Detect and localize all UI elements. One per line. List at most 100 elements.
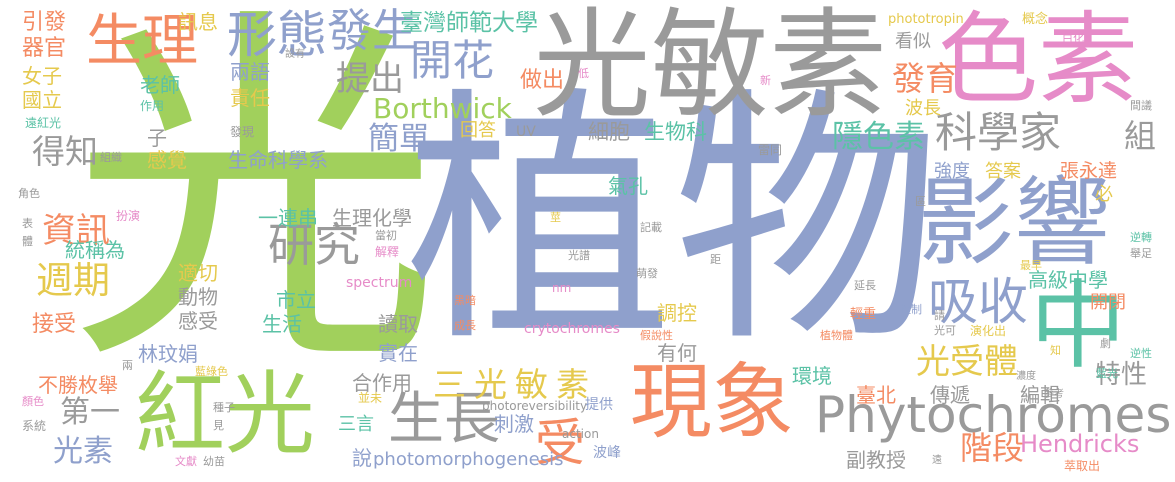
word-xishou: 吸收 <box>928 273 1028 331</box>
word-kongzhi: 控制 <box>900 303 922 316</box>
word-fasheng: 發生 <box>327 4 418 57</box>
word-tongchengwei: 統稱為 <box>65 238 125 262</box>
word-huanjing: 環境 <box>792 364 832 388</box>
word-uv: UV <box>516 124 536 140</box>
word-shizai: 實在 <box>378 341 418 365</box>
word-jianyi: 間議 <box>1130 99 1152 112</box>
word-kansi: 看似 <box>895 31 931 52</box>
word-zeren: 責任 <box>230 86 270 110</box>
word-yinfa: 引發 <box>22 10 67 35</box>
word-yuan: 遠 <box>932 455 942 466</box>
word-baihua: 白化 <box>1062 32 1084 45</box>
word-nvzi: 女子 <box>22 64 62 88</box>
word-youhe: 有何 <box>657 341 697 365</box>
word-sheyou: 設有 <box>285 49 305 60</box>
word-jing: 莖 <box>550 211 561 224</box>
word-ganshou: 感受 <box>178 309 218 333</box>
word-phototropin: phototropin <box>888 12 964 27</box>
word-guangpu: 光譜 <box>568 249 590 262</box>
word-yanjiu: 研究 <box>268 218 360 272</box>
word-dezhi: 得知 <box>32 132 98 171</box>
word-jieshi: 解釋 <box>375 245 400 259</box>
word-bofeng: 波峰 <box>593 445 621 461</box>
word-xin: 新 <box>760 74 771 87</box>
word-nizhuan: 逆轉 <box>1130 231 1152 244</box>
word-chuandi: 傳遞 <box>930 383 970 407</box>
word-huida: 回答 <box>460 120 496 141</box>
word-guangke: 光可 <box>934 324 956 337</box>
word-photomorphogenesis: photomorphogenesis <box>373 449 564 470</box>
word-shengli: 生理 <box>86 9 198 74</box>
word-san-guangminsu: 三光敏素 <box>433 365 597 404</box>
word-shengwuke: 生物科 <box>644 120 707 144</box>
word-zhongzi: 種子 <box>213 401 235 414</box>
word-zi: 子 <box>147 126 167 150</box>
word-guang: 光 <box>70 0 440 410</box>
word-shou: 受 <box>535 414 585 472</box>
word-zhi: 知 <box>1050 344 1061 357</box>
word-zhiwuti: 植物體 <box>820 329 853 342</box>
word-guoli: 國立 <box>22 88 62 112</box>
word-nm: nm <box>552 281 572 295</box>
word-bi: 必 <box>1095 184 1113 205</box>
word-yilianchuan: 一連串 <box>258 206 318 230</box>
word-bianji: 編輯 <box>1020 383 1060 407</box>
word-ciji: 刺激 <box>494 412 534 436</box>
word-fujiaoshou: 副教授 <box>846 448 906 472</box>
word-taibei: 臺北 <box>856 383 896 407</box>
word-qing: 請 <box>934 309 945 322</box>
word-yinsesu: 隱色素 <box>832 119 925 155</box>
word-nongdu: 濃度 <box>1016 371 1036 382</box>
word-bushengmeiju: 不勝枚舉 <box>38 373 118 397</box>
word-di: 低 <box>578 67 589 80</box>
word-texing: 特性 <box>1095 360 1148 390</box>
word-bingwei: 並未 <box>358 391 383 405</box>
word-zu: 組 <box>1124 117 1157 155</box>
word-lin-wenjuan: 林玟娟 <box>138 342 198 366</box>
word-action: action <box>562 427 599 441</box>
word-duqu: 讀取 <box>378 312 418 336</box>
word-ju: 距 <box>710 253 721 266</box>
word-zuoyong: 作用 <box>140 99 165 113</box>
word-zuzhi: 組織 <box>100 151 122 164</box>
word-guangshouti: 光受體 <box>916 342 1018 382</box>
word-daan: 答案 <box>985 161 1021 182</box>
word-heian: 黑暗 <box>454 294 476 307</box>
word-photoreversibility: photoreversibility <box>482 399 588 413</box>
word-gainian: 概念 <box>1022 12 1049 27</box>
word-bochang: 波長 <box>905 98 941 119</box>
word-zhong: 中 <box>1030 270 1126 382</box>
word-xibao: 細胞 <box>588 120 630 144</box>
word-jiashuoxing: 假說性 <box>640 329 673 342</box>
word-laoshi: 老師 <box>140 73 180 97</box>
word-shuo: 說 <box>352 446 372 470</box>
word-crytochromes: crytochromes <box>524 321 620 337</box>
word-biao: 表 <box>22 217 33 230</box>
word-chengzhang: 成長 <box>454 319 476 332</box>
word-yanse: 顏色 <box>22 395 44 408</box>
word-phytochromes: Phytochromes <box>815 386 1172 444</box>
word-lanlvse: 藍綠色 <box>195 365 228 378</box>
word-sesu: 色素 <box>938 1 1138 118</box>
word-banyan: 扮演 <box>116 209 141 223</box>
word-qiangdu: 強度 <box>934 161 970 182</box>
word-nixing: 逆性 <box>1130 347 1152 360</box>
word-jieshou: 接受 <box>32 312 77 337</box>
word-cuiquchu: 萃取出 <box>1064 459 1101 473</box>
word-zhiwu: 植物 <box>405 66 941 378</box>
word-wenxian: 文獻 <box>175 455 197 468</box>
word-shengzhang: 生長 <box>388 387 500 452</box>
word-cankao: 參考 <box>1044 389 1064 400</box>
word-hendricks: Hendricks <box>1020 430 1140 458</box>
word-guangsu: 光素 <box>53 434 113 469</box>
word-zixun: 資訊 <box>42 211 110 251</box>
word-hongguang: 紅光 <box>135 362 315 467</box>
word-zhouqi: 週期 <box>36 259 110 302</box>
word-jiaose: 角色 <box>18 187 40 200</box>
word-youmiao: 幼苗 <box>203 455 225 468</box>
word-ti: 體 <box>22 235 33 248</box>
word-shiqie: 適切 <box>178 261 218 285</box>
word-spectrum: spectrum <box>346 275 413 291</box>
word-gaoji-zhongxue: 高級中學 <box>1028 268 1108 292</box>
